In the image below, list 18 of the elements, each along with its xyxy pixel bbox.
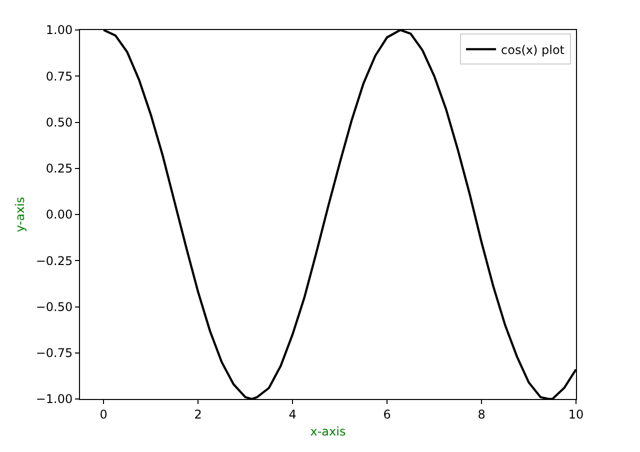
x-tick-label: 4 [288,407,296,422]
x-axis-title: x-axis [310,424,346,438]
y-tick-label: 0.75 [46,69,73,84]
y-tick-label: 0.00 [46,208,73,222]
legend-label: cos(x) plot [501,42,565,57]
y-tick-label: 0.50 [46,115,73,130]
x-tick-label: 2 [194,407,202,422]
y-tick-label: −0.25 [36,254,73,268]
x-tick-label: 0 [100,407,108,422]
y-axis-title: y-axis [13,196,28,232]
x-tick-label: 10 [568,407,584,422]
x-tick-label: 8 [478,407,486,422]
y-tick-label: 1.00 [46,23,73,38]
y-tick-label: −0.75 [36,346,73,360]
y-tick-label: −0.50 [36,300,73,314]
x-tick-label: 6 [383,407,391,422]
y-tick-label: 0.25 [46,162,73,176]
y-tick-label: −1.00 [36,392,73,406]
